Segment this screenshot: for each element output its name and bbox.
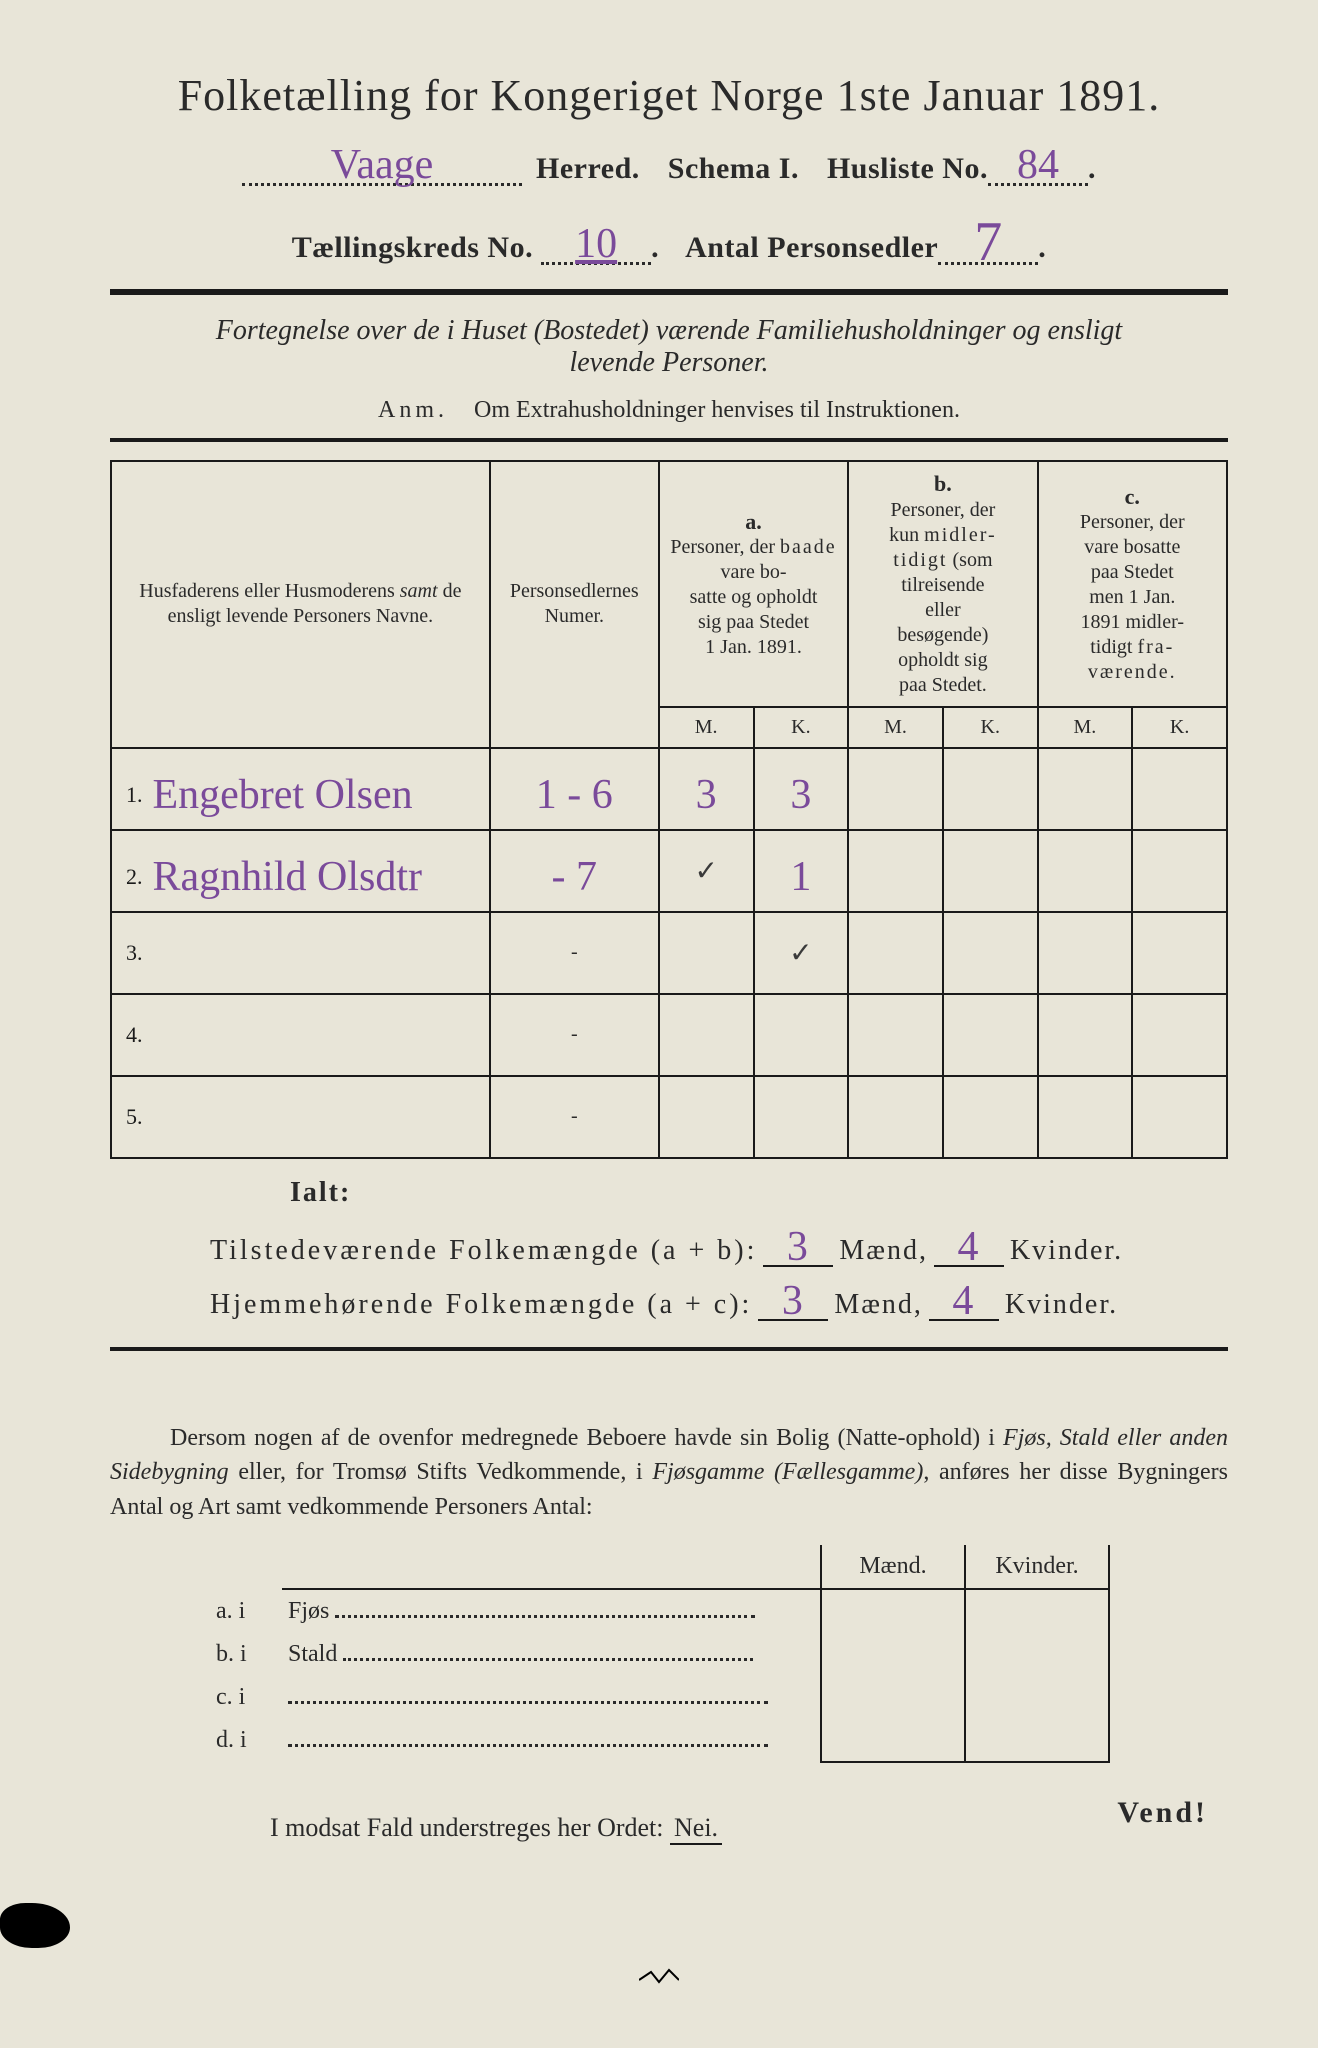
tilstede-line: Tilstedeværende Folkemængde (a + b): 3 M… [210, 1217, 1228, 1267]
schema-label: Schema I. [668, 152, 799, 186]
header-line-2: Tællingskreds No. 10 . Antal Personsedle… [110, 198, 1228, 265]
anm-label: Anm. [378, 397, 448, 423]
kreds-label: Tællingskreds No. [292, 231, 533, 265]
herred-label: Herred. [536, 152, 640, 186]
hjemme-m-field: 3 [758, 1271, 828, 1321]
thin-rule-1 [110, 438, 1228, 442]
table-row: 1.Engebret Olsen 1 - 6 3 3 [111, 748, 1227, 830]
col-num-header: Personsedlernes Numer. [490, 461, 659, 748]
ialt-label: Ialt: [290, 1177, 1228, 1209]
husliste-value: 84 [1017, 141, 1059, 189]
subtitle: Fortegnelse over de i Huset (Bostedet) v… [110, 315, 1228, 379]
heavy-rule-1 [110, 289, 1228, 295]
side-building-table: Mænd. Kvinder. a. i Fjøs b. i Stald c. i… [210, 1545, 1110, 1763]
census-form-page: Folketælling for Kongeriget Norge 1ste J… [0, 0, 1318, 1895]
anm-line: Anm. Om Extrahusholdninger henvises til … [110, 397, 1228, 424]
col-a-header: a. Personer, der baade vare bo-satte og … [659, 461, 848, 707]
maend-header: Mænd. [821, 1545, 965, 1589]
hjemme-line: Hjemmehørende Folkemængde (a + c): 3 Mæn… [210, 1271, 1228, 1321]
paper-tear-artifact [639, 1968, 679, 1988]
header-line-1: Vaage Herred. Schema I. Husliste No. 84 … [110, 135, 1228, 186]
paragraph: Dersom nogen af de ovenfor medregnede Be… [110, 1421, 1228, 1525]
antal-field: 7 [938, 198, 1038, 265]
hjemme-k-field: 4 [929, 1271, 999, 1321]
herred-field: Vaage [242, 135, 522, 186]
side-row: b. i Stald [210, 1633, 1109, 1676]
table-row: 3. - ✓ [111, 912, 1227, 994]
table-row: 4. - [111, 994, 1227, 1076]
anm-text: Om Extrahusholdninger henvises til Instr… [474, 397, 960, 423]
closing-line: I modsat Fald understreges her Ordet: Ne… [270, 1813, 1228, 1845]
nei-underlined: Nei. [670, 1813, 722, 1845]
col-name-header: Husfaderens eller Husmoderens samt de en… [111, 461, 490, 748]
husliste-label: Husliste No. [827, 152, 988, 186]
vend-label: Vend! [1117, 1796, 1208, 1830]
totals-block: Ialt: Tilstedeværende Folkemængde (a + b… [110, 1177, 1228, 1321]
ink-blob-artifact [0, 1903, 70, 1948]
col-b-header: b. Personer, derkun midler-tidigt (somti… [848, 461, 1037, 707]
tilstede-m-field: 3 [763, 1217, 833, 1267]
tilstede-k-field: 4 [934, 1217, 1004, 1267]
kreds-value: 10 [575, 220, 617, 268]
husliste-field: 84 [988, 135, 1088, 186]
side-header-row: Mænd. Kvinder. [210, 1545, 1109, 1589]
antal-value: 7 [974, 210, 1002, 274]
table-header-row-1: Husfaderens eller Husmoderens samt de en… [111, 461, 1227, 707]
antal-label: Antal Personsedler [685, 231, 938, 265]
side-row: d. i [210, 1719, 1109, 1762]
herred-value: Vaage [331, 141, 434, 189]
table-row: 2.Ragnhild Olsdtr - 7 ✓ 1 [111, 830, 1227, 912]
col-c-header: c. Personer, dervare bosattepaa Stedetme… [1038, 461, 1227, 707]
thin-rule-2 [110, 1347, 1228, 1351]
kvinder-header: Kvinder. [965, 1545, 1109, 1589]
side-row: a. i Fjøs [210, 1589, 1109, 1633]
census-table: Husfaderens eller Husmoderens samt de en… [110, 460, 1228, 1159]
page-title: Folketælling for Kongeriget Norge 1ste J… [110, 70, 1228, 121]
kreds-field: 10 [541, 214, 651, 265]
table-row: 5. - [111, 1076, 1227, 1158]
side-row: c. i [210, 1676, 1109, 1719]
